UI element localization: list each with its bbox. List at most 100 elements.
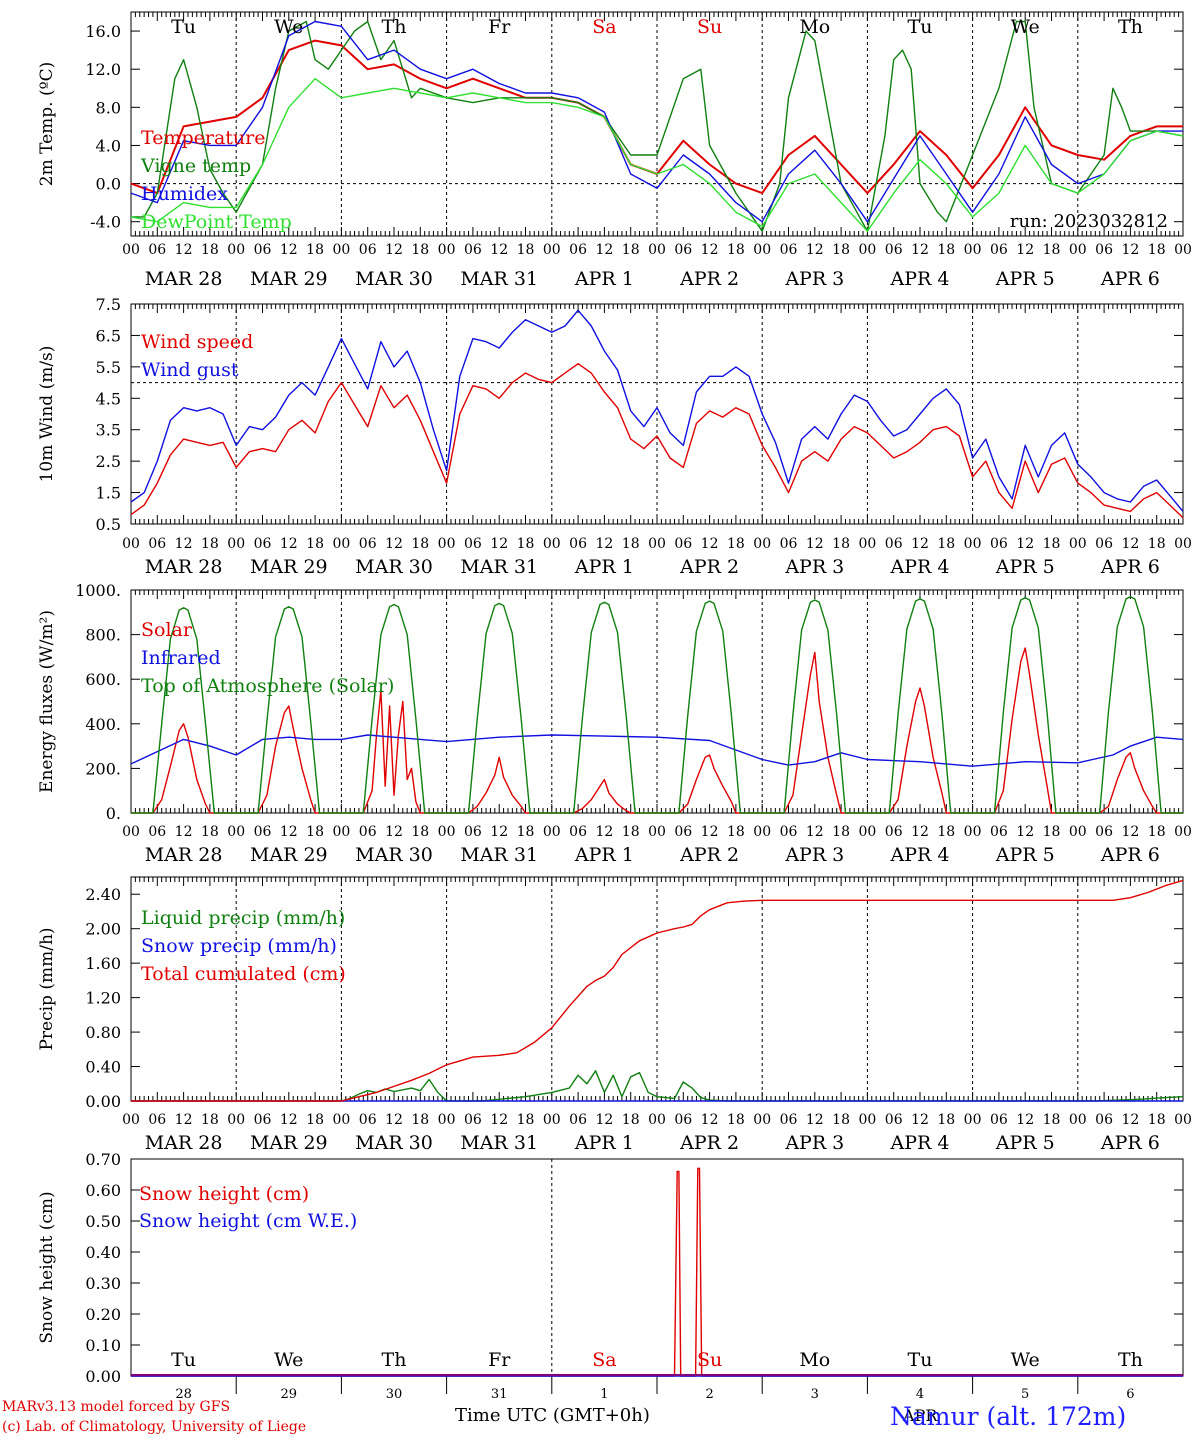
legend-entry: Snow height (cm) [139,1183,309,1205]
day-number-label: 4 [916,1387,924,1402]
hour-tick-label: 00 [648,242,666,258]
y-tick-label: 0.40 [85,1243,121,1262]
date-label: APR 3 [784,556,844,578]
hour-tick-label: 06 [464,824,482,840]
date-label: MAR 28 [145,556,223,578]
hour-tick-label: 18 [937,536,955,552]
hour-tick-label: 00 [964,536,982,552]
series-line-solar [131,647,1183,814]
hour-tick-label: 00 [543,824,561,840]
hour-tick-label: 18 [937,242,955,258]
hour-tick-label: 18 [622,1112,640,1128]
y-tick-label: 4.5 [96,389,121,408]
hour-tick-label: 12 [806,824,824,840]
hour-tick-label: 12 [490,242,508,258]
date-label: APR 3 [784,844,844,866]
day-number-label: 2 [705,1387,713,1402]
hour-tick-label: 18 [517,536,535,552]
date-label: APR 3 [784,1132,844,1154]
panel-1: -4.0 0.0 4.0 8.0 12.0 16.0 2m Temp. (ºC) Temper… [37,11,1192,290]
hour-tick-label: 12 [385,1112,403,1128]
day-number-label: 1 [600,1387,608,1402]
hour-tick-label: 06 [148,1112,166,1128]
y-tick-label: 0.80 [85,1023,121,1042]
hour-tick-label: 18 [1043,536,1061,552]
date-label: MAR 29 [250,1132,328,1154]
month-label: APR [903,1406,938,1425]
y-tick-label: 0.20 [85,1305,121,1324]
y-tick-label: 1.60 [85,954,121,973]
hour-tick-label: 18 [201,536,219,552]
hour-tick-label: 18 [201,242,219,258]
day-number-label: 6 [1126,1387,1134,1402]
hour-tick-label: 18 [411,1112,429,1128]
hour-tick-label: 12 [595,242,613,258]
hour-tick-label: 06 [674,1112,692,1128]
day-name-label: Fr [488,1349,511,1371]
hour-tick-label: 12 [175,824,193,840]
lab-credit: (c) Lab. of Climatology, University of L… [2,1419,307,1435]
hour-tick-label: 12 [806,242,824,258]
hour-tick-label: 12 [490,536,508,552]
hour-tick-label: 18 [622,242,640,258]
date-label: APR 5 [995,556,1055,578]
hour-tick-label: 12 [385,242,403,258]
hour-tick-label: 12 [1016,824,1034,840]
series-line-dewpoint-temp [130,78,1184,232]
hour-tick-label: 12 [175,242,193,258]
hour-tick-label: 12 [911,1112,929,1128]
y-tick-label: 0.30 [85,1274,121,1293]
date-label: MAR 30 [355,1132,433,1154]
y-tick-label: 0.00 [85,1367,121,1386]
hour-tick-label: 00 [438,536,456,552]
date-label: APR 2 [679,556,739,578]
hour-tick-label: 18 [832,242,850,258]
date-label: APR 3 [784,268,844,290]
hour-tick-label: 06 [1095,1112,1113,1128]
hour-tick-label: 12 [701,1112,719,1128]
hour-tick-label: 18 [517,824,535,840]
hour-tick-label: 06 [148,242,166,258]
y-tick-label: 16.0 [85,22,121,41]
date-label: APR 6 [1100,844,1160,866]
day-name-label: Tu [171,16,196,38]
day-name-label: Su [697,1349,722,1371]
day-name-label: Th [1118,1349,1143,1371]
hour-tick-label: 18 [306,824,324,840]
y-tick-label: 7.5 [96,295,121,314]
hour-tick-label: 06 [1095,242,1113,258]
y-tick-label: 200. [85,759,121,778]
date-label: MAR 31 [460,1132,538,1154]
hour-tick-label: 06 [359,242,377,258]
hour-tick-label: 18 [411,536,429,552]
legend-entry: Infrared [141,647,221,669]
hour-tick-label: 00 [648,824,666,840]
series-line-humidex [130,20,1183,223]
y-tick-label: 4.0 [96,136,121,155]
date-label: MAR 29 [250,268,328,290]
hour-tick-label: 12 [385,824,403,840]
y-axis-label: Precip (mm/h) [37,927,57,1050]
hour-tick-label: 18 [1148,824,1166,840]
hour-tick-label: 00 [753,242,771,258]
y-tick-label: 0.5 [96,515,121,534]
date-label: MAR 31 [460,844,538,866]
hour-tick-label: 00 [964,1112,982,1128]
hour-tick-label: 18 [517,242,535,258]
hour-tick-label: 18 [306,242,324,258]
date-label: APR 2 [679,844,739,866]
hour-tick-label: 00 [648,536,666,552]
date-label: APR 1 [574,556,634,578]
date-label: APR 2 [679,268,739,290]
hour-tick-label: 06 [1095,536,1113,552]
hour-tick-label: 06 [1095,824,1113,840]
hour-tick-label: 06 [254,242,272,258]
hour-tick-label: 00 [1069,536,1087,552]
day-name-label: Th [382,1349,407,1371]
y-tick-label: 6.5 [96,326,121,345]
hour-tick-label: 12 [175,1112,193,1128]
hour-tick-label: 18 [1148,1112,1166,1128]
hour-tick-label: 06 [990,824,1008,840]
hour-tick-label: 00 [438,1112,456,1128]
hour-tick-label: 12 [595,536,613,552]
